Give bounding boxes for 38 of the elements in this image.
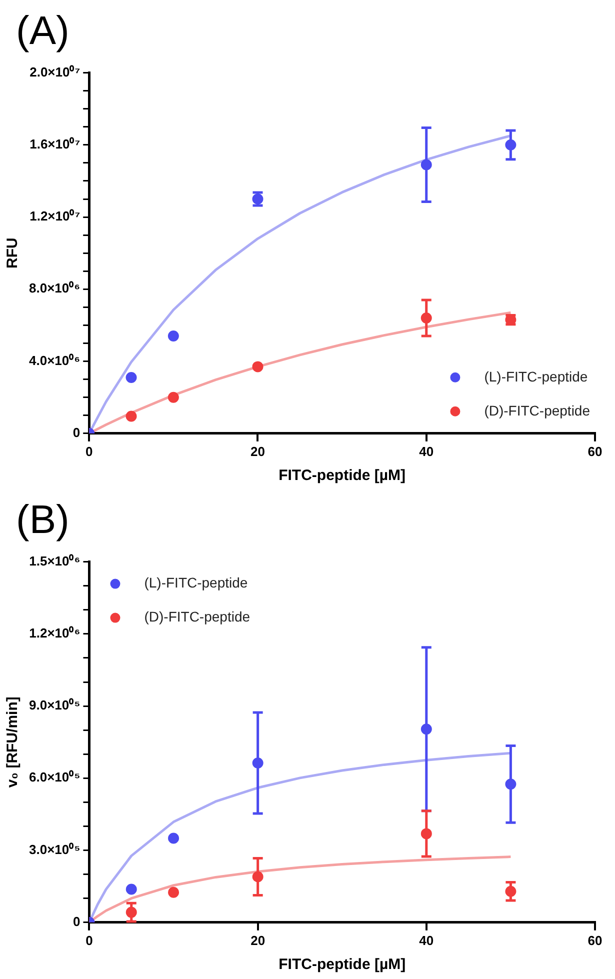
x-axis-title: FITC-peptide [µM]	[278, 467, 406, 484]
y-tick-label: 6.0×10⁰⁵	[28, 770, 80, 785]
y-tick-label: 4.0×10⁰⁶	[29, 352, 80, 368]
chart-title: (A)	[15, 8, 70, 55]
legend-label: (L)-FITC-peptide	[484, 368, 588, 384]
y-tick-label: 2.0×10⁰⁷	[30, 64, 80, 80]
y-tick-label: 0	[72, 424, 80, 440]
y-axis-title: v₀ [RFU/min]	[4, 696, 22, 788]
x-tick-label: 60	[588, 444, 602, 459]
chart-title: (B)	[15, 497, 70, 544]
point	[168, 330, 179, 342]
x-tick-label: 60	[588, 932, 602, 948]
y-tick-label: 8.0×10⁰⁶	[29, 280, 80, 296]
point	[126, 410, 137, 422]
y-axis-title: RFU	[4, 238, 22, 269]
y-tick-label: 1.2×10⁰⁶	[29, 626, 80, 640]
y-tick-label: 1.5×10⁰⁶	[29, 553, 80, 568]
legend-label: (D)-FITC-peptide	[484, 402, 590, 418]
x-tick-label: 0	[85, 444, 93, 459]
y-tick-label: 1.6×10⁰⁷	[30, 136, 80, 152]
point	[252, 361, 264, 372]
point	[168, 832, 180, 844]
y-tick-label: 1.2×10⁰⁷	[30, 208, 80, 224]
x-tick-label: 20	[250, 932, 266, 948]
legend-label: (L)-FITC-peptide	[144, 574, 248, 591]
point	[126, 884, 137, 895]
y-tick-label: 9.0×10⁰⁵	[28, 698, 80, 713]
point	[168, 392, 179, 403]
x-tick-label: 40	[419, 444, 434, 459]
y-tick-label: 3.0×10⁰⁵	[28, 842, 80, 857]
point	[168, 886, 180, 898]
x-axis-title: FITC-peptide [µM]	[278, 956, 406, 974]
legend-label: (D)-FITC-peptide	[144, 608, 250, 625]
y-tick-label: 0	[72, 914, 80, 929]
x-tick-label: 0	[86, 932, 93, 948]
x-tick-label: 40	[419, 932, 434, 948]
point	[126, 372, 137, 384]
x-tick-label: 20	[250, 444, 265, 459]
